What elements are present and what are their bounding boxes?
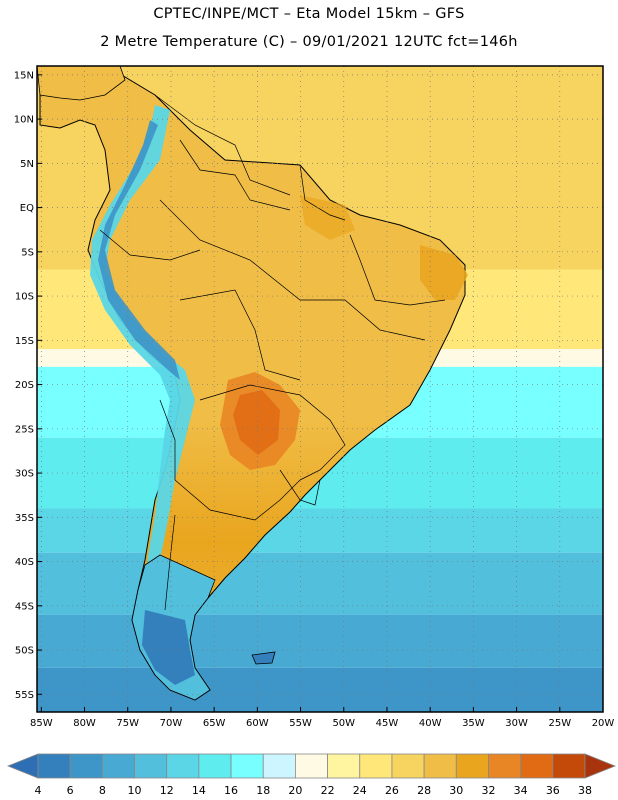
colorbar-swatch — [423, 753, 457, 779]
colorbar-tick-label: 38 — [578, 784, 592, 797]
colorbar-swatch — [134, 753, 168, 779]
lat-label: 20S — [15, 380, 34, 391]
colorbar-tick-label: 30 — [449, 784, 463, 797]
colorbar-tick-label: 22 — [321, 784, 335, 797]
lat-label: 15S — [15, 336, 34, 347]
colorbar-tick-label: 6 — [67, 784, 74, 797]
longitude-axis: 85W 80W 75W 70W 65W 60W 55W 50W 45W 40W 35W 30W 25W 2… — [30, 707, 614, 729]
lat-label: 45S — [15, 601, 34, 612]
lat-label: 5N — [20, 159, 34, 170]
lon-label: 30W — [505, 718, 528, 729]
colorbar-tick-label: 36 — [546, 784, 560, 797]
lon-label: 60W — [246, 718, 269, 729]
andes-cold-band — [90, 105, 195, 640]
colorbar-swatch — [198, 753, 232, 779]
colorbar-swatch — [488, 753, 522, 779]
ocean-band — [37, 552, 603, 615]
colorbar-tick-label: 4 — [35, 784, 42, 797]
ocean-band — [37, 667, 603, 712]
colorbar-swatch — [37, 753, 71, 779]
map-title: CPTEC/INPE/MCT – Eta Model 15km – GFS — [153, 6, 465, 22]
northeast-warm-patch — [420, 245, 468, 300]
colorbar-swatch — [101, 753, 135, 779]
southern-tip-cold — [142, 610, 195, 685]
map-subtitle: 2 Metre Temperature (C) – 09/01/2021 12U… — [100, 34, 518, 50]
lat-label: 55S — [15, 690, 34, 701]
andes-core — [98, 120, 180, 380]
colorbar-swatch — [327, 753, 361, 779]
colorbar-legend: 4 6 8 10 12 14 16 18 20 22 24 26 28 30 32 34 36 38 — [6, 753, 617, 797]
lon-label: 20W — [592, 718, 615, 729]
colorbar-tick-label: 10 — [128, 784, 142, 797]
lon-label: 50W — [332, 718, 355, 729]
lon-label: 65W — [203, 718, 226, 729]
colorbar-swatch — [359, 753, 393, 779]
lat-label: 5S — [21, 247, 34, 258]
lat-label: 10S — [15, 292, 34, 303]
lon-label: 45W — [376, 718, 399, 729]
lon-label: 70W — [160, 718, 183, 729]
lat-label: EQ — [20, 203, 34, 214]
north-brazil-warm-patch — [300, 195, 355, 240]
colorbar-tick-label: 34 — [514, 784, 528, 797]
colorbar-swatch — [552, 753, 586, 779]
lon-label: 55W — [289, 718, 312, 729]
lat-label: 25S — [15, 424, 34, 435]
colorbar-swatch — [295, 753, 328, 779]
colorbar-tick-label: 18 — [256, 784, 270, 797]
colorbar-tick-label: 20 — [288, 784, 302, 797]
colorbar-arrow-high — [584, 753, 617, 779]
falkland-islands — [251, 651, 276, 665]
lat-label: 40S — [15, 557, 34, 568]
lon-label: 25W — [548, 718, 571, 729]
colorbar-swatch — [455, 753, 489, 779]
colorbar-tick-label: 8 — [99, 784, 106, 797]
country-borders — [99, 94, 446, 611]
lon-label: 40W — [419, 718, 442, 729]
lat-label: 30S — [15, 469, 34, 480]
ocean-band — [37, 614, 603, 668]
ocean-band — [37, 508, 603, 553]
lon-label: 35W — [462, 718, 485, 729]
lat-label: 50S — [15, 646, 34, 657]
colorbar-tick-label: 14 — [192, 784, 206, 797]
colorbar-tick-label: 16 — [224, 784, 238, 797]
lat-label: 35S — [15, 513, 34, 524]
lon-label: 75W — [116, 718, 139, 729]
colorbar-swatch — [391, 753, 425, 779]
colorbar-tick-label: 28 — [417, 784, 431, 797]
colorbar-tick-label: 12 — [160, 784, 174, 797]
hot-core-center — [233, 390, 280, 455]
colorbar-swatch — [230, 753, 264, 779]
colorbar-swatch — [69, 753, 103, 779]
colorbar-tick-label: 26 — [385, 784, 399, 797]
colorbar-tick-label: 32 — [481, 784, 495, 797]
colorbar-swatch — [262, 753, 296, 779]
map-frame — [36, 65, 604, 713]
lat-label: 15N — [14, 70, 34, 81]
colorbar-tick-label: 24 — [353, 784, 367, 797]
colorbar-swatch — [520, 753, 554, 779]
lon-label: 85W — [30, 718, 53, 729]
colorbar-arrow-low — [6, 753, 39, 779]
latitude-axis: 15N 10N 5N EQ 5S 10S 15S 20S 25S 30S 35S 40S 45S 50S 5… — [14, 70, 42, 701]
lat-label: 10N — [14, 115, 34, 126]
colorbar-swatch — [166, 753, 200, 779]
lon-label: 80W — [73, 718, 96, 729]
